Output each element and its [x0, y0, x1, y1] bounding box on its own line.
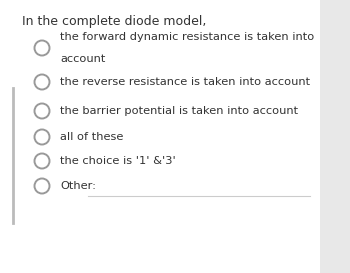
Text: all of these: all of these — [60, 132, 123, 142]
Text: the forward dynamic resistance is taken into: the forward dynamic resistance is taken … — [60, 32, 314, 42]
Text: account: account — [60, 54, 105, 64]
Text: the choice is '1' &'3': the choice is '1' &'3' — [60, 156, 176, 166]
Text: Other:: Other: — [60, 181, 96, 191]
Text: In the complete diode model,: In the complete diode model, — [22, 15, 206, 28]
Text: the barrier potential is taken into account: the barrier potential is taken into acco… — [60, 106, 298, 116]
Text: the reverse resistance is taken into account: the reverse resistance is taken into acc… — [60, 77, 310, 87]
